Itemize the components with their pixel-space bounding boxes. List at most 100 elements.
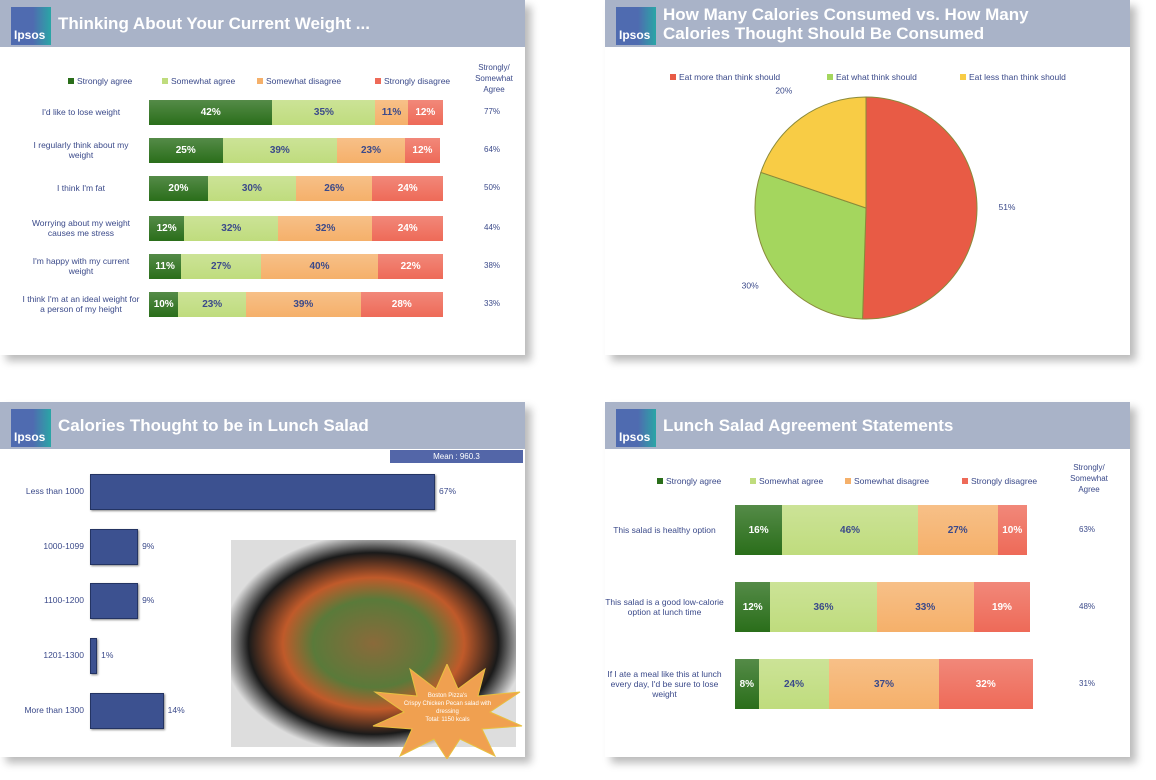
bar-segment-somewhat-disagree: 11% bbox=[375, 99, 408, 125]
bar-segment-strongly-agree: 42% bbox=[149, 99, 273, 125]
bar-segment-strongly-agree: 11% bbox=[149, 253, 182, 279]
bar-segment-somewhat-disagree: 39% bbox=[246, 291, 361, 317]
slide-header: Ipsos How Many Calories Consumed vs. How … bbox=[605, 0, 1130, 47]
bar bbox=[90, 693, 164, 729]
bar-segment-somewhat-agree: 30% bbox=[207, 175, 296, 201]
bar-segment-somewhat-disagree: 32% bbox=[278, 215, 373, 241]
stacked-bar: 16% 46% 27% 10% bbox=[735, 505, 1028, 555]
legend-item: Strongly agree bbox=[68, 76, 132, 86]
starburst-callout bbox=[372, 664, 523, 759]
row-label: I think I'm fat bbox=[57, 183, 105, 193]
bar-segment-somewhat-agree: 46% bbox=[782, 505, 918, 555]
pie-slice bbox=[760, 96, 867, 209]
stacked-bar: 20% 30% 26% 24% bbox=[149, 175, 443, 201]
agree-total: 77% bbox=[484, 107, 501, 116]
bar-segment-strongly-disagree: 24% bbox=[372, 175, 443, 201]
ipsos-logo: Ipsos bbox=[616, 409, 656, 447]
stacked-bar: 10% 23% 39% 28% bbox=[149, 291, 443, 317]
bar bbox=[90, 638, 98, 674]
legend-label: Somewhat agree bbox=[171, 76, 236, 86]
agree-total: 38% bbox=[484, 261, 501, 270]
legend-swatch-icon bbox=[750, 478, 756, 484]
bar-category-label: 1201-1300 bbox=[43, 650, 84, 660]
pie-data-label: 51% bbox=[998, 202, 1015, 212]
legend-label: Strongly agree bbox=[77, 76, 133, 86]
stacked-bar: 8% 24% 37% 32% bbox=[735, 659, 1033, 709]
bar-segment-somewhat-disagree: 23% bbox=[337, 137, 405, 163]
bar-segment-strongly-agree: 10% bbox=[149, 291, 179, 317]
bar-segment-somewhat-agree: 35% bbox=[272, 99, 376, 125]
legend-label: Somewhat agree bbox=[759, 476, 824, 486]
legend-item: Eat more than think should bbox=[670, 72, 780, 82]
bar-segment-somewhat-disagree: 27% bbox=[917, 505, 998, 555]
agree-column-header: Strongly/ Somewhat Agree bbox=[1070, 463, 1108, 494]
bar-segment-strongly-agree: 16% bbox=[735, 505, 783, 555]
pie-data-label: 30% bbox=[742, 280, 759, 290]
legend-label: Strongly disagree bbox=[384, 76, 451, 86]
row-label: I'm happy with my current weight bbox=[32, 256, 130, 276]
legend-label: Eat less than think should bbox=[969, 72, 1066, 82]
slide-title: How Many Calories Consumed vs. How Many … bbox=[663, 4, 1029, 43]
bar bbox=[90, 529, 139, 565]
stacked-bar: 42% 35% 11% 12% bbox=[149, 99, 443, 125]
slide-title: Lunch Salad Agreement Statements bbox=[663, 416, 954, 435]
bar-segment-strongly-disagree: 32% bbox=[938, 659, 1033, 709]
bar-segment-strongly-disagree: 12% bbox=[407, 99, 443, 125]
legend-label: Strongly agree bbox=[666, 476, 722, 486]
bar-value-label: 9% bbox=[142, 541, 155, 551]
bar-segment-somewhat-disagree: 33% bbox=[876, 582, 974, 632]
bar-segment-strongly-agree: 8% bbox=[735, 659, 759, 709]
slide-header: Ipsos Thinking About Your Current Weight … bbox=[0, 0, 525, 47]
slide-lunch-calories: Ipsos Calories Thought to be in Lunch Sal… bbox=[0, 402, 525, 759]
legend-item: Strongly agree bbox=[657, 476, 721, 486]
bar-value-label: 1% bbox=[101, 650, 114, 660]
bar-segment-somewhat-disagree: 37% bbox=[829, 659, 939, 709]
legend-item: Somewhat disagree bbox=[257, 76, 341, 86]
bar-segment-somewhat-disagree: 40% bbox=[260, 253, 379, 279]
legend-label: Somewhat disagree bbox=[854, 476, 930, 486]
bar-segment-strongly-disagree: 12% bbox=[404, 137, 441, 163]
agree-total: 63% bbox=[1079, 525, 1096, 534]
bar-segment-somewhat-agree: 32% bbox=[184, 215, 279, 241]
bar-segment-somewhat-agree: 23% bbox=[178, 291, 246, 317]
row-label: Worrying about my weight causes me stres… bbox=[31, 218, 131, 238]
stacked-bar: 11% 27% 40% 22% bbox=[149, 253, 443, 279]
legend-label: Eat more than think should bbox=[679, 72, 781, 82]
slide-title: Calories Thought to be in Lunch Salad bbox=[58, 416, 369, 435]
bar bbox=[90, 474, 436, 510]
legend-swatch-icon bbox=[845, 478, 851, 484]
bar-segment-strongly-disagree: 22% bbox=[378, 253, 443, 279]
pie-chart: 51% 30% 20% bbox=[742, 85, 1016, 320]
bar-segment-strongly-disagree: 19% bbox=[973, 582, 1030, 632]
bar-value-label: 67% bbox=[439, 486, 457, 496]
legend-swatch-icon bbox=[827, 74, 833, 80]
legend-item: Somewhat agree bbox=[162, 76, 235, 86]
ipsos-logo: Ipsos bbox=[11, 7, 51, 45]
legend-swatch-icon bbox=[162, 78, 168, 84]
bar-segment-strongly-agree: 25% bbox=[149, 137, 223, 163]
slide-title: Thinking About Your Current Weight ... bbox=[58, 14, 370, 33]
row-label: If I ate a meal like this at lunch every… bbox=[607, 669, 722, 699]
legend-swatch-icon bbox=[375, 78, 381, 84]
legend-item: Somewhat agree bbox=[750, 476, 823, 486]
bar-segment-somewhat-disagree: 26% bbox=[295, 175, 373, 201]
pie-data-label: 20% bbox=[775, 85, 792, 95]
row-label: I think I'm at an ideal weight for a per… bbox=[22, 294, 140, 314]
legend-swatch-icon bbox=[962, 478, 968, 484]
pie-slice bbox=[862, 96, 978, 320]
legend-item: Strongly disagree bbox=[375, 76, 450, 86]
bar-segment-strongly-agree: 12% bbox=[149, 215, 185, 241]
mean-label: Mean : 960.3 bbox=[390, 450, 523, 463]
bar-category-label: 1000-1099 bbox=[43, 541, 84, 551]
callout-text: Boston Pizza's Crispy Chicken Pecan salad… bbox=[403, 693, 492, 723]
slide-header: Ipsos Calories Thought to be in Lunch Sal… bbox=[0, 402, 525, 449]
bar-segment-somewhat-agree: 39% bbox=[222, 137, 338, 163]
row-label: I regularly think about my weight bbox=[33, 140, 129, 160]
legend-item: Somewhat disagree bbox=[845, 476, 929, 486]
row-label: This salad is healthy option bbox=[613, 525, 716, 535]
slide-header: Ipsos Lunch Salad Agreement Statements bbox=[605, 402, 1130, 449]
bar-value-label: 9% bbox=[142, 595, 155, 605]
slide-salad-agreement: Ipsos Lunch Salad Agreement Statements St… bbox=[605, 402, 1130, 757]
bar-category-label: More than 1300 bbox=[24, 705, 84, 715]
bar-segment-somewhat-agree: 27% bbox=[181, 253, 261, 279]
